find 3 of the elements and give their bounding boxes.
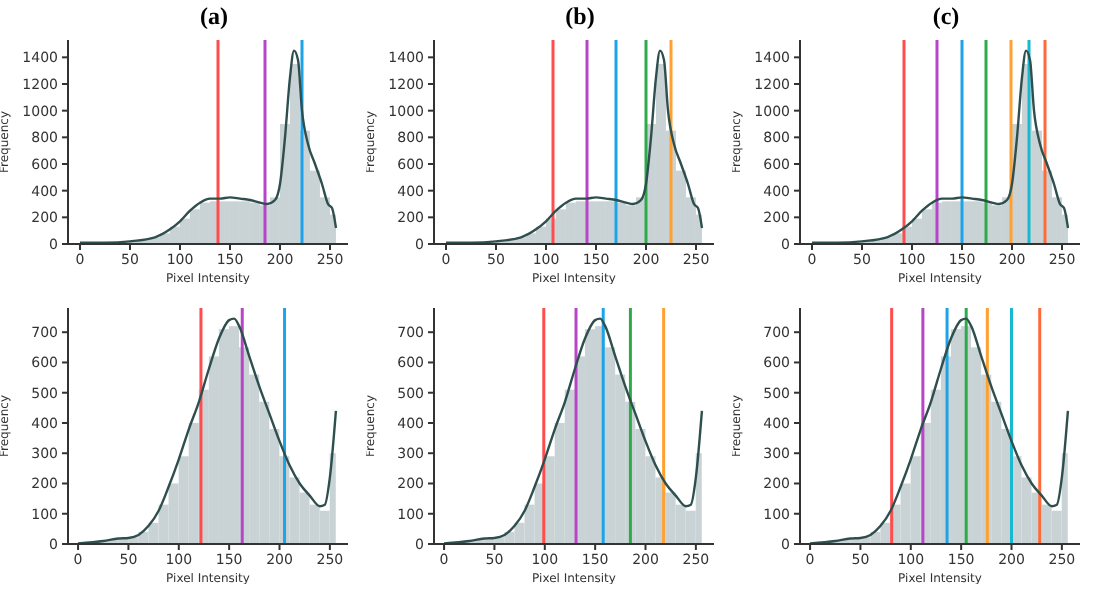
chart-title: (b) bbox=[563, 0, 597, 32]
chart-title: (a) bbox=[198, 0, 230, 32]
chart-title: (c) bbox=[930, 0, 962, 32]
